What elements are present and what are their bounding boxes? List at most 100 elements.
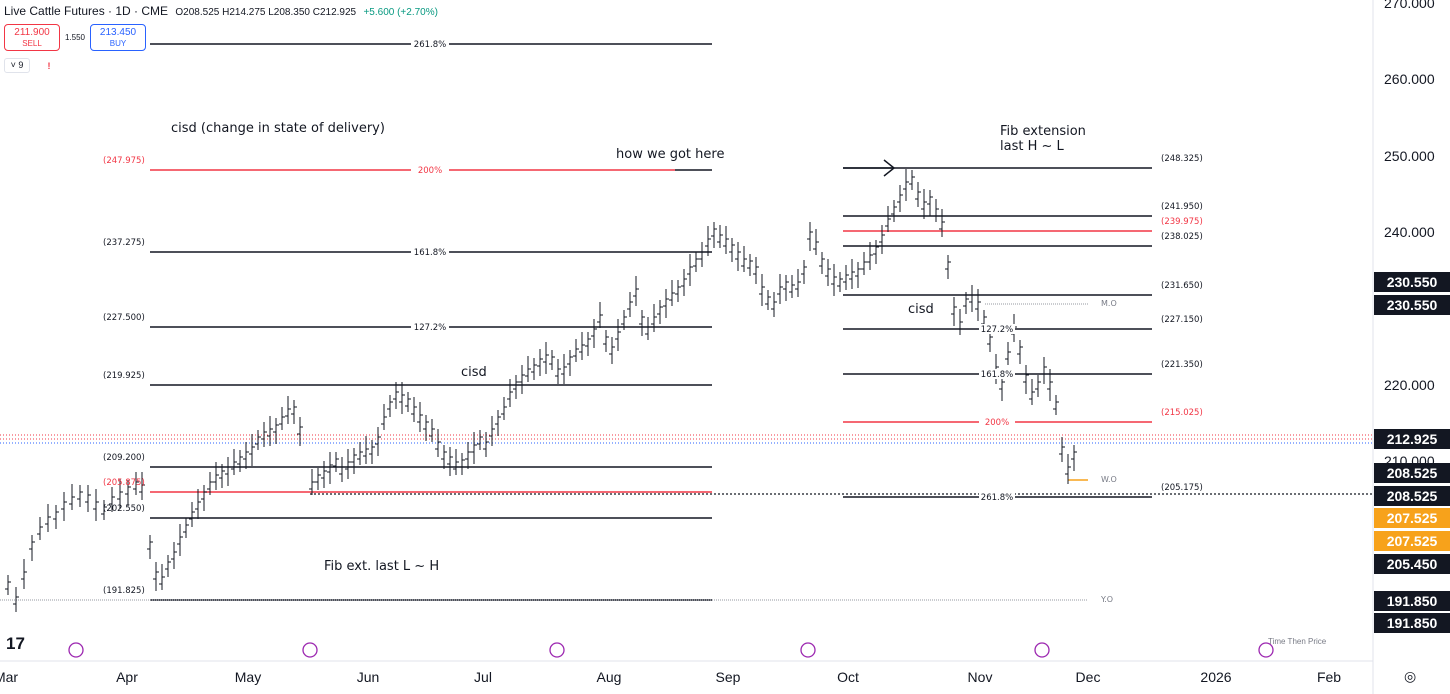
price-tag: 191.850	[1374, 591, 1450, 611]
sell-label: SELL	[22, 39, 42, 48]
ohlc-bar	[29, 535, 35, 561]
annotation-cisd-left: cisd	[461, 365, 487, 380]
ohlc-bar	[639, 310, 645, 336]
ohlc-bar	[957, 309, 963, 335]
ohlc-bar	[177, 524, 183, 556]
ohlc-bar	[189, 502, 195, 527]
buy-button[interactable]: 213.450 BUY	[90, 24, 146, 51]
ohlc-bar	[621, 310, 627, 330]
ohlc-bar	[597, 302, 603, 328]
yo-label: Y.O	[1100, 595, 1113, 604]
fib-price-label: (205.175)	[1161, 483, 1203, 493]
time-label: Mar	[0, 669, 18, 685]
price-label: 250.000	[1384, 148, 1435, 164]
ohlc-bar	[849, 259, 855, 289]
event-icons[interactable]	[68, 642, 1274, 658]
ohlc-bar	[471, 432, 477, 464]
ohlc-bar	[117, 479, 123, 509]
ohlc-bar	[633, 276, 639, 306]
ohlc-bar	[693, 252, 699, 272]
event-icon	[68, 642, 84, 658]
ohlc-bar	[53, 505, 59, 529]
ohlc-bar	[69, 484, 75, 510]
ohlc-bar	[453, 449, 459, 475]
buy-price: 213.450	[99, 27, 137, 38]
ohlc-bar	[171, 542, 177, 569]
ohlc-bar	[459, 453, 465, 475]
ohlc-bar	[975, 289, 981, 321]
ohlc-bar	[153, 562, 159, 591]
ohlc-bar	[921, 189, 927, 219]
ohlc-bar	[333, 452, 339, 472]
ohlc-values: O208.525 H214.275 L208.350 C212.925	[175, 7, 357, 18]
sell-button[interactable]: 211.900 SELL	[4, 24, 60, 51]
ohlc-bar	[21, 559, 27, 589]
time-label: Aug	[597, 669, 622, 685]
ohlc-bar	[777, 274, 783, 304]
time-label: Jun	[357, 669, 380, 685]
ohlc-bar	[291, 400, 297, 424]
fib-percent-label: 161.8%	[414, 248, 446, 258]
symbol-title[interactable]: Live Cattle Futures · 1D · CME	[4, 4, 169, 18]
ohlc-bar	[891, 200, 897, 222]
fib-percent-label: 127.2%	[981, 325, 1013, 335]
ohlc-bar	[813, 229, 819, 255]
ohlc-bar	[417, 402, 423, 432]
ohlc-bar	[85, 485, 91, 512]
ohlc-bar	[675, 280, 681, 302]
ohlc-bar	[357, 442, 363, 465]
price-tag: 230.550	[1374, 295, 1450, 315]
event-icon	[1258, 642, 1274, 658]
ohlc-bar	[789, 275, 795, 298]
ohlc-bar	[37, 517, 43, 540]
wo-label: W.O	[1101, 475, 1117, 484]
ohlc-bar	[201, 485, 207, 511]
how-arrow-head	[883, 159, 896, 177]
buy-label: BUY	[109, 39, 127, 48]
ohlc-bar	[795, 269, 801, 297]
fib-percent-label: 261.8%	[414, 40, 446, 50]
ohlc-bar	[549, 350, 555, 370]
alert-icon[interactable]: !	[47, 61, 51, 71]
fib-percent-label: 127.2%	[414, 323, 446, 333]
time-then-price-label: Time Then Price	[1268, 637, 1327, 646]
ohlc-bar	[801, 260, 807, 284]
mo-label: M.O	[1101, 299, 1117, 308]
ohlc-bar	[165, 555, 171, 577]
ohlc-bar	[903, 169, 909, 201]
ohlc-bar	[231, 449, 237, 475]
indicators-toggle[interactable]: ˅ 9	[4, 58, 30, 73]
ohlc-bar	[435, 429, 441, 457]
ohlc-bar	[951, 297, 957, 326]
ohlc-bar	[381, 404, 387, 430]
time-label: May	[235, 669, 261, 685]
ohlc-bar	[537, 349, 543, 376]
price-label: 270.000	[1384, 0, 1435, 11]
ohlc-bar	[651, 304, 657, 332]
ohlc-bar	[321, 461, 327, 488]
fib-percent-label: 161.8%	[981, 370, 1013, 380]
event-icon	[549, 642, 565, 658]
fib-price-label: (248.325)	[1161, 154, 1203, 164]
ohlc-bar	[249, 434, 255, 466]
ohlc-bar	[273, 418, 279, 444]
settings-icon[interactable]: ◎	[1404, 668, 1417, 684]
ohlc-bar	[1017, 340, 1023, 364]
fib-price-label: (219.925)	[103, 371, 145, 381]
ohlc-bar	[609, 337, 615, 364]
ohlc-bar	[243, 442, 249, 469]
ohlc-bar	[237, 450, 243, 472]
price-tag: 191.850	[1374, 613, 1450, 633]
event-icon	[1034, 642, 1050, 658]
ohlc-bar	[747, 254, 753, 276]
ohlc-bar	[771, 292, 777, 317]
tradingview-logo[interactable]: 17	[6, 634, 25, 653]
ohlc-bar	[561, 354, 567, 384]
ohlc-bar	[339, 457, 345, 482]
ohlc-bar	[495, 410, 501, 436]
ohlc-bar	[753, 257, 759, 284]
ohlc-bar	[681, 269, 687, 296]
ohlc-bar	[1035, 375, 1041, 397]
price-tag: 207.525	[1374, 531, 1450, 551]
